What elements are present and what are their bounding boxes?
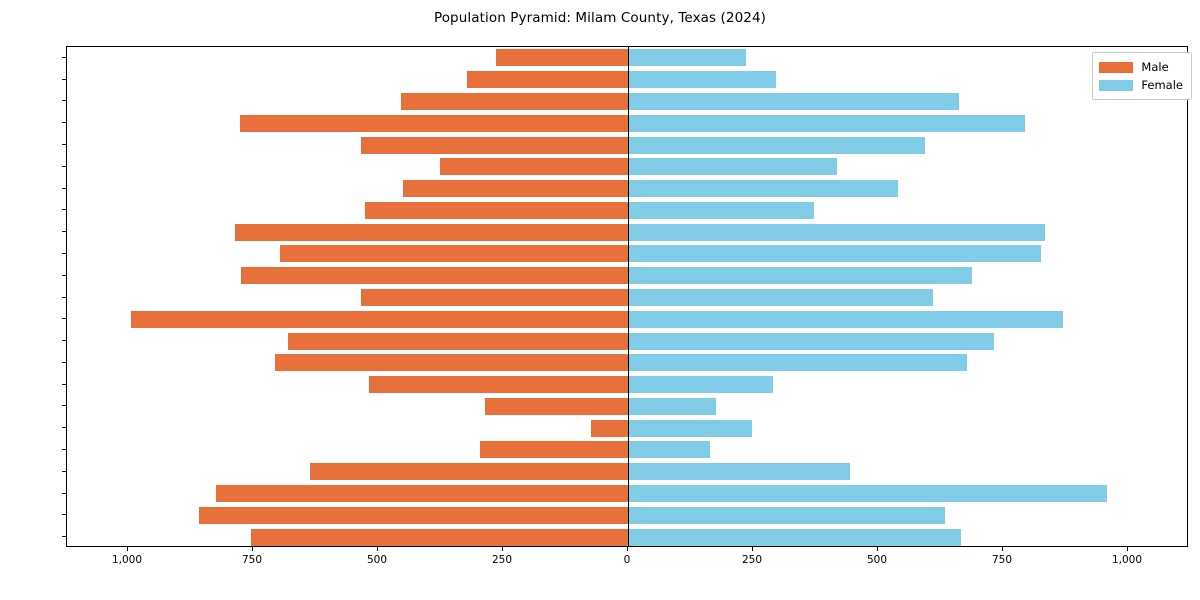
bar-male-25-29 <box>275 354 628 372</box>
y-axis-tick-mark <box>62 427 66 429</box>
x-axis-tick-mark <box>1127 547 1128 551</box>
bar-female-62-64 <box>628 180 898 198</box>
x-axis-tick-label: 250 <box>491 554 513 566</box>
x-axis-tick-label: 0 <box>623 554 631 566</box>
bar-male-40-44 <box>360 289 628 306</box>
bar-male-70-74 <box>239 114 628 132</box>
bar-female-60-61 <box>628 201 814 219</box>
bar-female-30-34 <box>628 332 994 350</box>
bar-female-55-59 <box>628 223 1045 241</box>
y-axis-tick-mark <box>62 296 66 298</box>
x-axis-tick-label: 1,000 <box>111 554 143 566</box>
bar-male-55-59 <box>234 223 628 241</box>
bar-female-22-24 <box>628 376 773 394</box>
x-axis-tick-mark <box>252 547 253 551</box>
x-axis-tick-mark <box>1002 547 1003 551</box>
y-axis-tick-mark <box>62 187 66 189</box>
y-axis-tick-mark <box>62 318 66 320</box>
bar-male-30-34 <box>287 332 628 350</box>
y-axis-tick-mark <box>62 536 66 538</box>
bar-male-75-79 <box>401 92 628 110</box>
bar-male-21 <box>484 397 628 415</box>
bar-male-18-19 <box>480 441 628 459</box>
bar-male-60-61 <box>364 201 628 219</box>
bar-female-5-9 <box>628 506 945 524</box>
y-axis-tick-mark <box>62 100 66 102</box>
bar-female-40-44 <box>628 289 933 306</box>
x-axis-tick-mark <box>627 547 628 551</box>
bar-female-70-74 <box>628 114 1025 132</box>
legend-label-female: Female <box>1141 78 1183 92</box>
y-axis-tick-mark <box>62 274 66 276</box>
bars-layer <box>67 47 1187 546</box>
bar-female-85- <box>628 49 746 67</box>
y-axis-tick-mark <box>62 231 66 233</box>
x-axis-tick-label: 750 <box>991 554 1013 566</box>
legend-entry-male[interactable]: Male <box>1099 58 1183 76</box>
y-axis-tick-mark <box>62 340 66 342</box>
bar-female-67-69 <box>628 136 925 154</box>
bar-female-75-79 <box>628 92 959 110</box>
bar-male-65-66 <box>439 158 628 176</box>
y-axis-tick-mark <box>62 78 66 80</box>
bar-male-67-69 <box>360 136 628 154</box>
x-axis-tick-mark <box>502 547 503 551</box>
x-axis-tick-label: 250 <box>741 554 763 566</box>
bar-female-10-14 <box>628 485 1107 503</box>
y-axis-tick-mark <box>62 56 66 58</box>
y-axis-tick-mark <box>62 383 66 385</box>
legend-swatch-male <box>1099 61 1134 73</box>
plot-area <box>66 46 1188 547</box>
bar-male-5-9 <box>198 506 628 524</box>
bar-male-22-24 <box>368 376 628 394</box>
bar-female-18-19 <box>628 441 710 459</box>
chart-title: Population Pyramid: Milam County, Texas … <box>433 10 767 26</box>
bar-male-85- <box>495 49 628 67</box>
bar-female-45-49 <box>628 267 972 285</box>
y-axis-tick-mark <box>62 165 66 167</box>
x-axis-tick-label: 750 <box>241 554 263 566</box>
bar-male-35-39 <box>131 310 628 328</box>
bar-female-15-17 <box>628 463 850 481</box>
x-axis-tick-label: 1,000 <box>1111 554 1143 566</box>
bar-female-25-29 <box>628 354 967 372</box>
bar-female-35-39 <box>628 310 1063 328</box>
x-axis-tick-label: 500 <box>366 554 388 566</box>
y-axis-tick-mark <box>62 405 66 407</box>
bar-male-20 <box>590 419 628 437</box>
bar-male-80-84 <box>466 71 628 89</box>
bar-female-20 <box>628 419 752 437</box>
y-axis-tick-mark <box>62 209 66 211</box>
y-axis-tick-mark <box>62 470 66 472</box>
zero-axis-line <box>628 47 629 546</box>
y-axis-tick-mark <box>62 361 66 363</box>
bar-female-65-66 <box>628 158 837 176</box>
bar-male-45-49 <box>240 267 628 285</box>
y-axis-tick-mark <box>62 122 66 124</box>
y-axis-tick-mark <box>62 492 66 494</box>
bar-male-50-54 <box>280 245 628 263</box>
y-axis-tick-mark <box>62 144 66 146</box>
legend-label-male: Male <box>1141 60 1169 74</box>
x-axis-tick-label: 500 <box>866 554 888 566</box>
legend-swatch-female <box>1099 79 1134 91</box>
x-axis-tick-mark <box>377 547 378 551</box>
legend-entry-female[interactable]: Female <box>1099 76 1183 94</box>
y-axis-tick-mark <box>62 252 66 254</box>
bar-male-10-14 <box>215 485 628 503</box>
x-axis-tick-mark <box>752 547 753 551</box>
bar-female-80-84 <box>628 71 776 89</box>
y-axis-tick-mark <box>62 514 66 516</box>
x-axis-tick-mark <box>877 547 878 551</box>
legend: Male Female <box>1092 52 1192 100</box>
bar-male-under-5 <box>250 528 628 546</box>
bar-female-50-54 <box>628 245 1041 263</box>
x-axis-tick-mark <box>127 547 128 551</box>
bar-male-62-64 <box>403 180 628 198</box>
y-axis-tick-mark <box>62 448 66 450</box>
bar-female-21 <box>628 397 716 415</box>
bar-female-under-5 <box>628 528 961 546</box>
bar-male-15-17 <box>309 463 628 481</box>
